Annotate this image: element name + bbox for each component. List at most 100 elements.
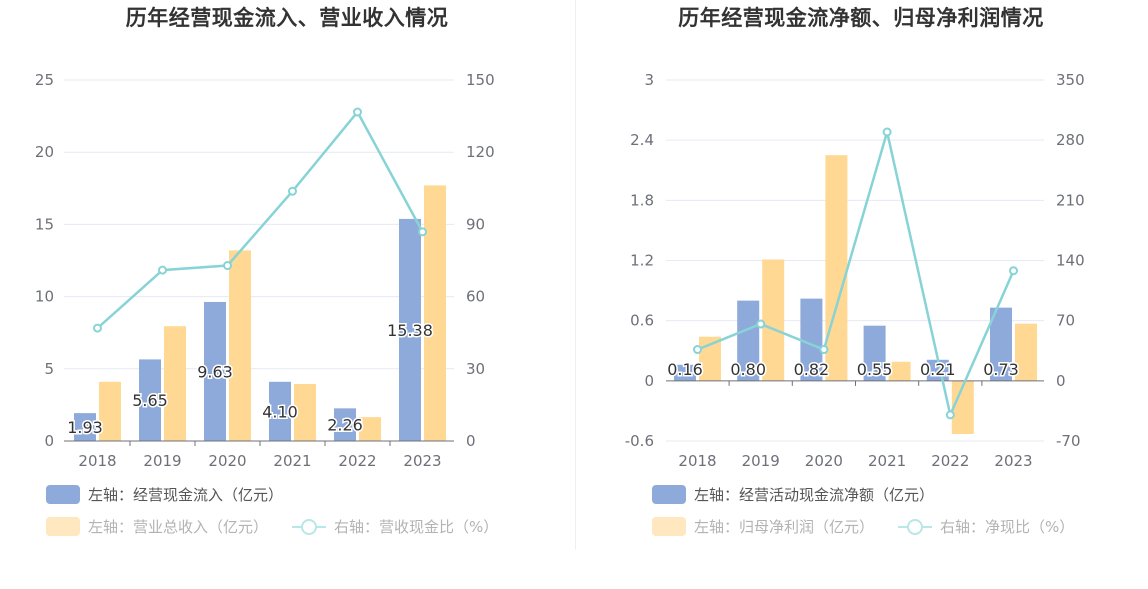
line-series bbox=[96, 109, 424, 330]
bar-data-label: 0.80 bbox=[730, 360, 766, 379]
legend-label: 右轴：营收现金比（%） bbox=[334, 518, 499, 536]
bar-orange bbox=[99, 381, 121, 441]
bar-data-label: 0.82 bbox=[794, 360, 830, 379]
chart-svg: -0.6 -70 0 0 0.6 70 1.2 140 1.8 210 2.4 280 3 350 2018… bbox=[625, 71, 1085, 470]
right-axis-tick-label: 90 bbox=[466, 215, 485, 233]
bar-orange bbox=[164, 326, 186, 441]
bar-orange bbox=[951, 380, 974, 434]
chart-title: 历年经营现金流净额、归母净利润情况 bbox=[678, 6, 1044, 30]
legend-line-icon bbox=[898, 517, 933, 536]
left-axis-tick-label: 1.2 bbox=[630, 252, 654, 270]
legend-label: 左轴：归母净利润（亿元） bbox=[694, 518, 875, 536]
left-axis-tick-label: 0 bbox=[44, 432, 54, 450]
line-point bbox=[756, 319, 766, 329]
legend-swatch-orange bbox=[652, 517, 686, 536]
legend-line-icon bbox=[292, 517, 327, 536]
line-point bbox=[693, 345, 702, 355]
x-axis-tick-label: 2020 bbox=[208, 452, 246, 470]
bar-orange bbox=[762, 259, 785, 381]
bar-data-label: 0.73 bbox=[983, 360, 1019, 379]
line-point bbox=[819, 345, 829, 355]
legend-item-bar-1[interactable]: 左轴：经营现金流入（亿元） bbox=[46, 484, 283, 505]
left-axis-tick-label: 2.4 bbox=[630, 131, 654, 149]
left-axis-tick-label: 3 bbox=[644, 71, 654, 89]
legend-label: 右轴：净现比（%） bbox=[940, 518, 1075, 536]
bar-data-label: 2.26 bbox=[327, 416, 363, 435]
bar-orange bbox=[424, 185, 446, 441]
line-series bbox=[697, 131, 1015, 419]
legend-item-line[interactable]: 右轴：营收现金比（%） bbox=[292, 516, 498, 537]
right-axis-tick-label: 60 bbox=[466, 288, 485, 306]
bar-orange bbox=[888, 361, 911, 381]
bar-data-label: 9.63 bbox=[197, 362, 233, 381]
left-axis-tick-label: 15 bbox=[35, 215, 54, 233]
line-point bbox=[288, 186, 297, 196]
panel-divider bbox=[575, 0, 576, 550]
line-point bbox=[353, 107, 362, 117]
bar-data-label: 0.16 bbox=[667, 360, 703, 379]
bar-data-label: 15.38 bbox=[387, 321, 433, 340]
bar-blue bbox=[399, 218, 421, 441]
x-axis-tick-label: 2019 bbox=[143, 452, 181, 470]
line-point bbox=[945, 410, 955, 420]
legend-item-bar-2[interactable]: 左轴：营业总收入（亿元） bbox=[46, 516, 268, 537]
left-axis-tick-label: 5 bbox=[44, 360, 54, 378]
legend-item-line[interactable]: 右轴：净现比（%） bbox=[898, 516, 1074, 537]
bar-blue bbox=[990, 307, 1012, 381]
legend-label: 左轴：经营活动现金流净额（亿元） bbox=[694, 486, 935, 504]
legend-label: 左轴：营业总收入（亿元） bbox=[88, 518, 269, 536]
left-axis-tick-label: 10 bbox=[35, 288, 54, 306]
bar-blue bbox=[674, 364, 696, 381]
bar-data-label: 0.21 bbox=[920, 360, 956, 379]
bar-blue bbox=[863, 325, 886, 381]
right-axis-tick-label: 210 bbox=[1056, 191, 1085, 209]
right-axis-tick-label: 120 bbox=[466, 143, 495, 161]
line-point bbox=[882, 127, 892, 137]
left-axis-tick-label: -0.6 bbox=[625, 432, 654, 450]
x-axis-tick-label: 2022 bbox=[338, 452, 376, 470]
x-axis-tick-label: 2020 bbox=[805, 452, 843, 470]
x-axis-tick-label: 2019 bbox=[742, 452, 780, 470]
chart-svg: 0 0 5 30 10 60 15 90 20 120 25 150 2018 2019 2020 2021 2… bbox=[35, 71, 495, 470]
chart-title: 历年经营现金流入、营业收入情况 bbox=[125, 6, 449, 30]
legend-swatch-blue bbox=[46, 485, 80, 504]
bar-data-label: 5.65 bbox=[132, 391, 168, 410]
bar-blue bbox=[139, 359, 161, 441]
right-axis-tick-label: 30 bbox=[466, 360, 485, 378]
x-axis-tick-label: 2018 bbox=[78, 452, 116, 470]
chart-panel-netcash-profit: 历年经营现金流净额、归母净利润情况 -0.6 -70 0 0 0.6 70 1.2 140 1.… bbox=[574, 0, 1148, 589]
right-axis-tick-label: 350 bbox=[1056, 71, 1085, 89]
bar-blue bbox=[926, 359, 949, 381]
left-axis-tick-label: 0.6 bbox=[630, 312, 654, 330]
bar-blue bbox=[334, 408, 356, 441]
legend-swatch-orange bbox=[46, 517, 80, 536]
x-axis-tick-label: 2023 bbox=[403, 452, 441, 470]
right-axis-tick-label: -70 bbox=[1056, 432, 1081, 450]
right-axis-tick-label: 0 bbox=[466, 432, 476, 450]
bar-orange bbox=[825, 155, 848, 381]
line-point bbox=[223, 261, 232, 271]
legend-label: 左轴：经营现金流入（亿元） bbox=[88, 486, 284, 504]
left-axis-tick-label: 1.8 bbox=[630, 191, 654, 209]
x-axis-tick-label: 2021 bbox=[273, 452, 311, 470]
bar-orange bbox=[359, 417, 381, 441]
line-point bbox=[1009, 266, 1018, 276]
right-axis-tick-label: 70 bbox=[1056, 312, 1075, 330]
bar-blue bbox=[800, 298, 823, 381]
x-axis-tick-label: 2023 bbox=[994, 452, 1032, 470]
x-axis-tick-label: 2021 bbox=[868, 452, 906, 470]
bar-blue bbox=[74, 413, 96, 441]
bar-data-label: 1.93 bbox=[67, 418, 103, 437]
bar-blue bbox=[204, 301, 226, 441]
legend-item-bar-2[interactable]: 左轴：归母净利润（亿元） bbox=[652, 516, 874, 537]
legend-item-bar-1[interactable]: 左轴：经营活动现金流净额（亿元） bbox=[652, 484, 934, 505]
bar-orange bbox=[1015, 323, 1037, 381]
line-point bbox=[418, 227, 427, 237]
bar-blue bbox=[737, 300, 760, 381]
legend-swatch-blue bbox=[652, 485, 686, 504]
left-axis-tick-label: 25 bbox=[35, 71, 54, 89]
bar-orange bbox=[229, 250, 251, 441]
bar-data-label: 0.55 bbox=[857, 360, 893, 379]
bar-blue bbox=[269, 381, 291, 441]
chart-panel-cashflow-revenue: 历年经营现金流入、营业收入情况 0 0 5 30 10 60 15 90 20 120 25 150 2… bbox=[35, 6, 498, 537]
